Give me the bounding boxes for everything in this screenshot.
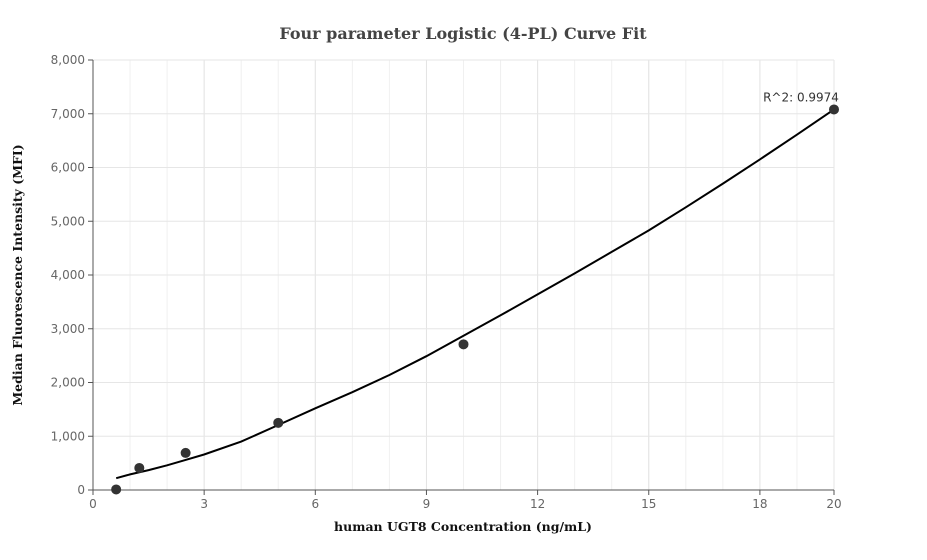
data-point[interactable]	[829, 104, 839, 115]
x-tick-label: 20	[826, 497, 841, 511]
data-point[interactable]	[111, 484, 122, 495]
y-tick-label: 6,000	[51, 161, 85, 175]
x-tick-label: 15	[641, 497, 656, 511]
data-point[interactable]	[180, 447, 191, 458]
y-tick-label: 7,000	[51, 107, 85, 121]
x-axis-title: human UGT8 Concentration (ng/mL)	[334, 519, 592, 534]
r-squared-label: R^2: 0.9974	[763, 90, 839, 104]
y-tick-label: 2,000	[51, 376, 85, 390]
chart-grid	[92, 59, 835, 491]
fit-curve-group	[115, 108, 835, 480]
y-tick-label: 1,000	[51, 429, 85, 443]
x-tick-label: 0	[89, 497, 97, 511]
y-tick-label: 5,000	[51, 214, 85, 228]
y-tick-label: 4,000	[51, 268, 85, 282]
x-tick-label: 3	[200, 497, 208, 511]
y-tick-label: 3,000	[51, 322, 85, 336]
x-tick-label: 18	[752, 497, 767, 511]
chart-title: Four parameter Logistic (4-PL) Curve Fit	[279, 24, 647, 43]
data-points	[111, 104, 839, 495]
annotations: R^2: 0.9974	[763, 90, 839, 104]
fit-curve-line	[115, 108, 835, 480]
data-point[interactable]	[458, 339, 469, 350]
chart-ticks: 0 3 6 9 12 15 18 20 0 1,000 2,000 3,000 4,000 5,000 6,…	[51, 53, 842, 511]
y-axis-title: Median Fluorescence Intensity (MFI)	[10, 144, 25, 405]
x-tick-label: 12	[530, 497, 545, 511]
y-tick-label: 0	[77, 483, 85, 497]
x-tick-label: 9	[423, 497, 431, 511]
x-tick-label: 6	[311, 497, 319, 511]
y-tick-label: 8,000	[51, 53, 85, 67]
data-point[interactable]	[273, 417, 284, 428]
data-point[interactable]	[134, 462, 145, 473]
